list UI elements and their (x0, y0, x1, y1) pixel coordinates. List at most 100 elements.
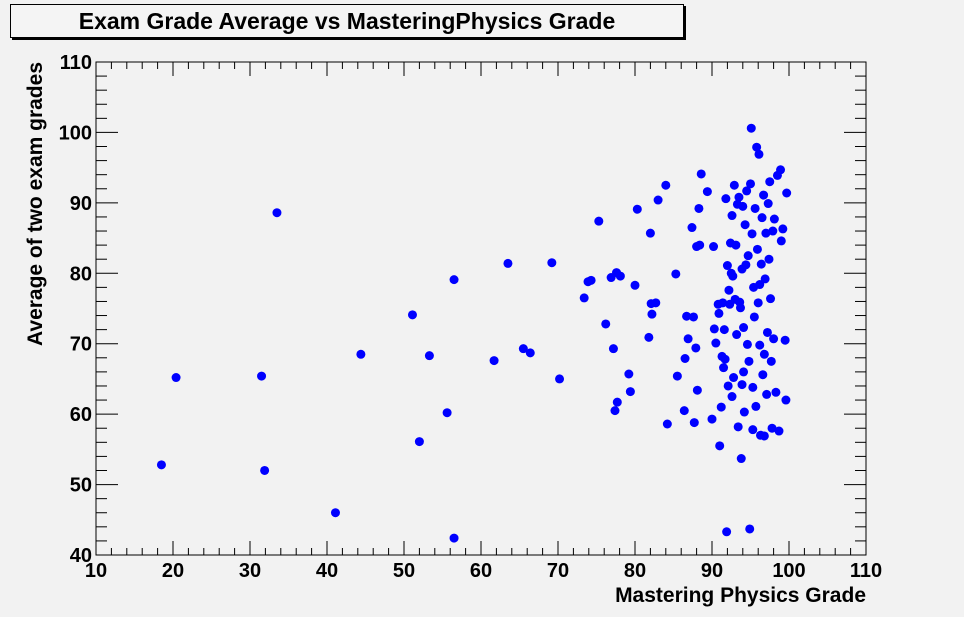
x-axis-label: Mastering Physics Grade (615, 584, 866, 607)
data-point (750, 203, 760, 213)
data-point (753, 298, 763, 308)
data-point (612, 397, 622, 407)
data-point (728, 271, 738, 281)
data-point (272, 208, 282, 218)
data-point (711, 338, 721, 348)
data-point (749, 312, 759, 322)
y-tick-label: 90 (70, 193, 92, 215)
data-point (734, 192, 744, 202)
x-tick-label: 30 (239, 560, 261, 582)
x-tick-label: 50 (393, 560, 415, 582)
data-point (723, 381, 733, 391)
data-point (694, 203, 704, 213)
data-point (156, 460, 166, 470)
data-point (766, 356, 776, 366)
data-point (759, 349, 769, 359)
data-point (739, 407, 749, 417)
data-point (762, 389, 772, 399)
data-point (769, 214, 779, 224)
x-tick-label: 70 (547, 560, 569, 582)
data-point (171, 373, 181, 383)
y-tick-label: 70 (70, 334, 92, 356)
data-point (356, 349, 366, 359)
y-tick-label: 80 (70, 263, 92, 285)
y-tick-label: 100 (59, 122, 92, 144)
data-point (756, 259, 766, 269)
data-point (518, 344, 528, 354)
data-point (715, 441, 725, 451)
data-point (647, 309, 657, 319)
data-point (759, 431, 769, 441)
data-point (762, 327, 772, 337)
x-tick-label: 10 (85, 560, 107, 582)
data-point (744, 356, 754, 366)
data-point (695, 240, 705, 250)
chart-title-box: Exam Grade Average vs MasteringPhysics G… (10, 4, 684, 38)
y-axis-label: Average of two exam grades (24, 62, 47, 346)
y-tick-label: 40 (70, 545, 92, 567)
data-point (738, 201, 748, 211)
data-point (754, 149, 764, 159)
data-point (662, 419, 672, 429)
data-point (714, 308, 724, 318)
data-point (727, 392, 737, 402)
data-point (764, 254, 774, 264)
data-point (740, 220, 750, 230)
data-points (156, 123, 792, 543)
y-tick-label: 50 (70, 475, 92, 497)
data-point (729, 373, 739, 383)
data-point (330, 508, 340, 518)
data-point (742, 339, 752, 349)
x-tick-label: 100 (772, 560, 805, 582)
data-point (651, 298, 661, 308)
data-point (774, 426, 784, 436)
data-point (767, 423, 777, 433)
data-point (759, 190, 769, 200)
data-point (691, 343, 701, 353)
data-point (632, 204, 642, 214)
data-point (755, 280, 765, 290)
y-tick-labels: 40 50 60 70 80 90 100 110 (59, 52, 92, 567)
data-point (661, 180, 671, 190)
data-point (739, 367, 749, 377)
data-point (755, 340, 765, 350)
data-point (746, 179, 755, 189)
data-point (737, 380, 747, 390)
y-tick-label: 110 (60, 52, 92, 74)
data-point (736, 454, 746, 464)
data-point (751, 401, 761, 411)
data-point (758, 370, 768, 380)
data-point (760, 274, 770, 284)
plot-area (95, 61, 867, 556)
data-point (625, 387, 635, 397)
data-point (689, 312, 699, 322)
data-point (624, 369, 634, 379)
data-point (757, 213, 767, 223)
data-point (630, 280, 640, 290)
data-point (729, 180, 739, 190)
data-point (719, 325, 729, 335)
data-point (776, 165, 786, 175)
data-point (733, 422, 743, 432)
data-point (742, 186, 752, 196)
data-point (781, 395, 791, 405)
data-point (672, 371, 682, 381)
data-point (424, 351, 434, 361)
data-point (752, 142, 762, 152)
data-point (748, 382, 758, 392)
data-point (449, 533, 459, 543)
data-point (761, 228, 771, 238)
data-point (257, 371, 267, 381)
data-point (682, 311, 692, 321)
data-point (687, 223, 697, 233)
chart-title: Exam Grade Average vs MasteringPhysics G… (78, 7, 616, 34)
data-point (489, 356, 499, 366)
data-point (503, 258, 513, 268)
data-point (644, 332, 654, 342)
data-point (731, 240, 741, 250)
data-point (407, 310, 417, 320)
data-point (692, 385, 702, 395)
x-tick-label: 80 (624, 560, 646, 582)
data-point (721, 194, 731, 204)
data-point (689, 418, 699, 428)
